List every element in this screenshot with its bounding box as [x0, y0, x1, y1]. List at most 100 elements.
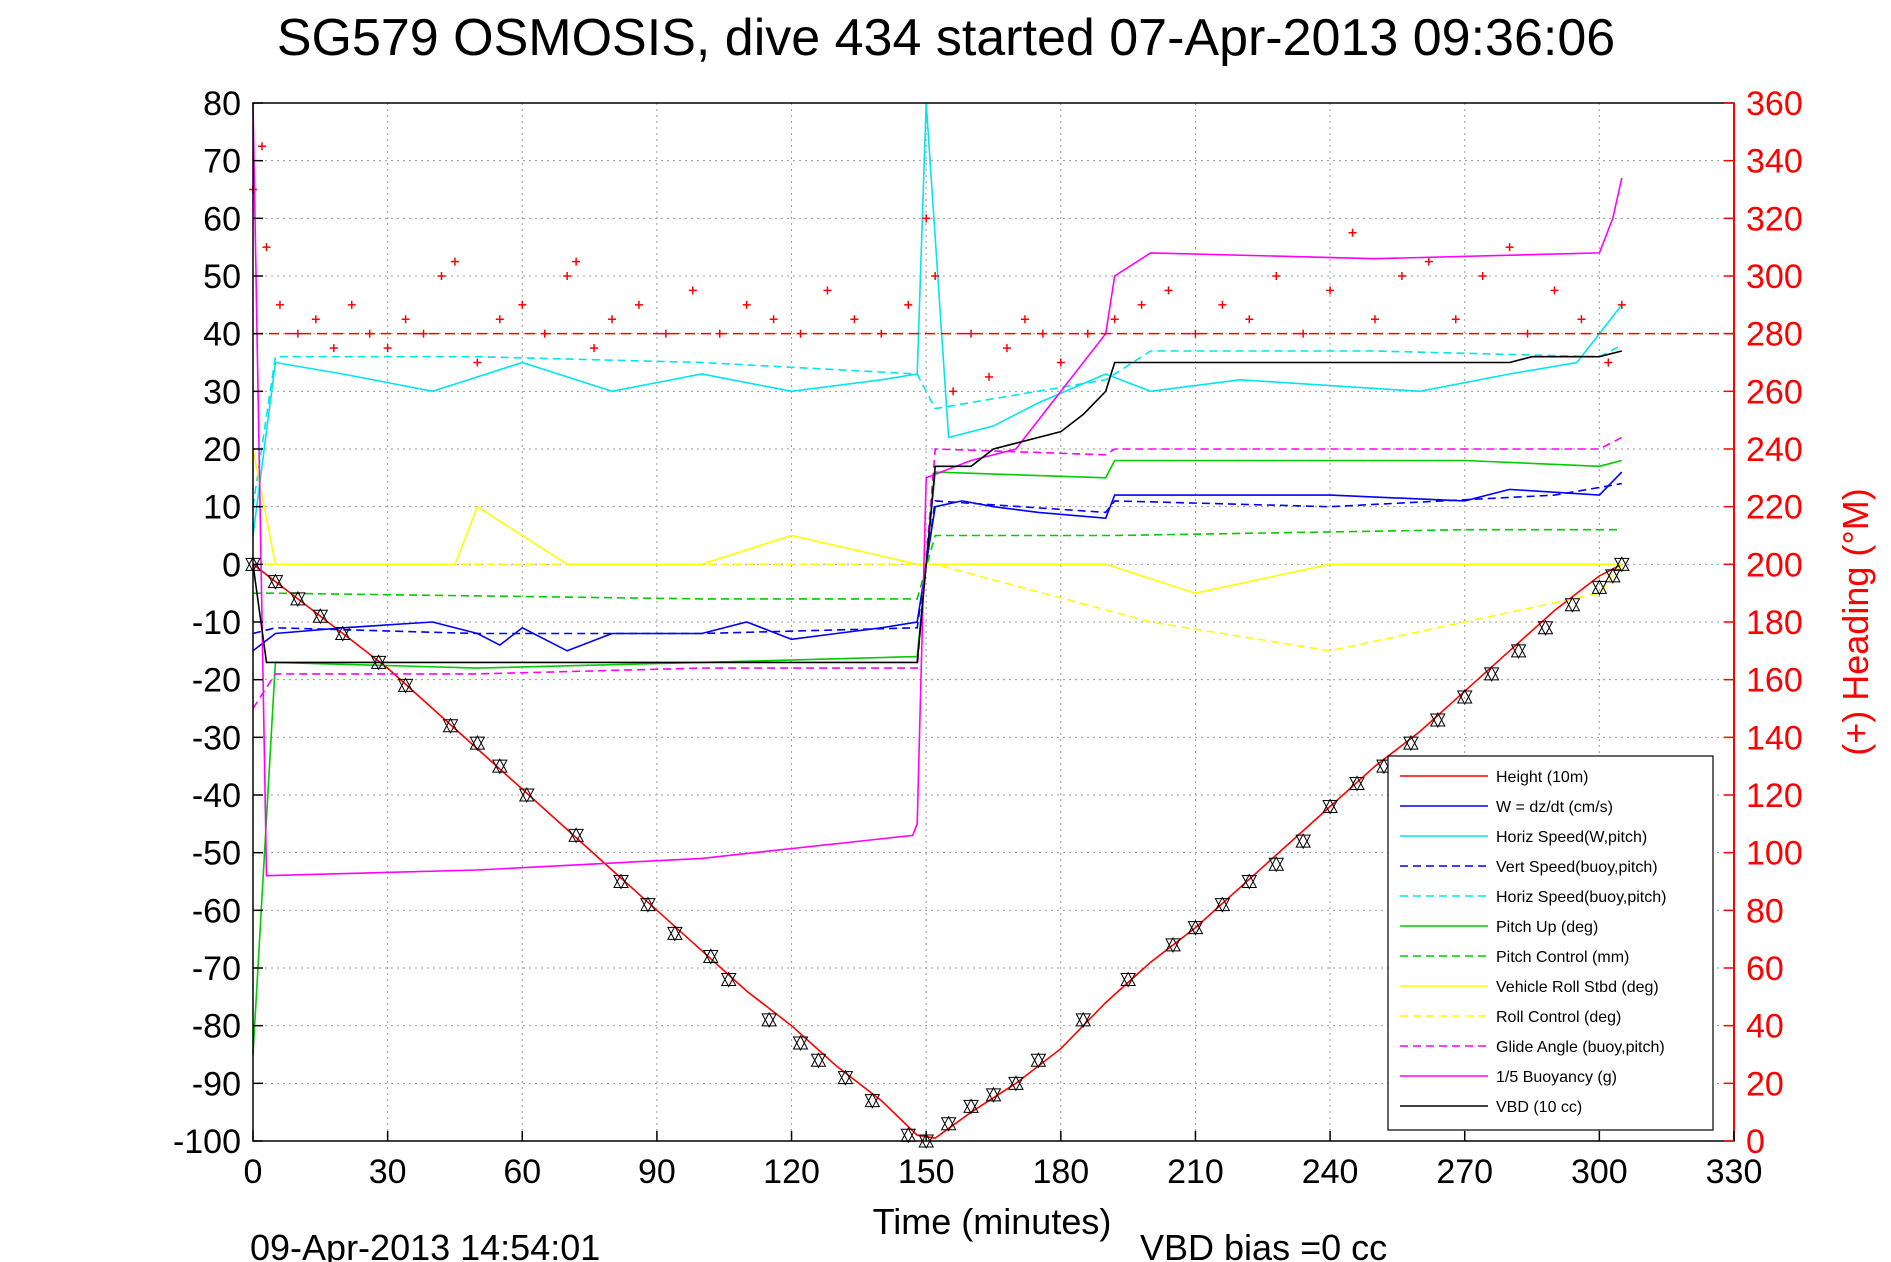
dive-marker	[640, 896, 656, 913]
series-line-7	[252, 448, 1622, 595]
heading-point	[1299, 329, 1308, 338]
dive-marker	[370, 654, 387, 671]
y2-tick-label: 360	[1746, 85, 1803, 123]
dive-marker	[720, 971, 737, 988]
heading-point	[608, 315, 617, 324]
series-line-10	[252, 102, 1623, 877]
heading-point	[1020, 315, 1029, 324]
heading-point	[1272, 272, 1281, 280]
heading-point	[661, 329, 670, 338]
series-layer	[252, 102, 1623, 1139]
dive-marker	[1613, 556, 1630, 573]
heading-point	[715, 329, 724, 338]
dive-marker	[397, 677, 414, 694]
dive-marker	[1214, 896, 1231, 913]
x-tick-label: 0	[244, 1153, 263, 1191]
footer-note: VBD bias =0 cc	[1140, 1227, 1387, 1262]
dive-marker	[1030, 1052, 1047, 1069]
legend-label: Roll Control (deg)	[1496, 1009, 1621, 1026]
heading-point	[904, 300, 913, 309]
x-tick-label: 90	[638, 1153, 676, 1191]
dive-marker	[1349, 775, 1365, 792]
x-tick-label: 180	[1032, 1153, 1089, 1191]
y2-tick-label: 200	[1746, 546, 1803, 584]
heading-point	[450, 257, 459, 266]
heading-point	[311, 315, 320, 324]
series-line-2	[252, 102, 1623, 536]
dive-marker	[1537, 619, 1554, 636]
y2-tick-label: 80	[1746, 892, 1784, 930]
dive-marker	[702, 948, 719, 965]
legend-label: Pitch Up (deg)	[1496, 919, 1598, 936]
x-tick-label: 240	[1302, 1153, 1359, 1191]
legend-label: Vert Speed(buoy,pitch)	[1496, 859, 1658, 876]
dive-marker	[761, 1011, 777, 1028]
y-tick-label: 70	[203, 143, 241, 181]
heading-point	[293, 329, 302, 338]
dive-marker	[469, 735, 486, 752]
series-line-6	[253, 528, 1622, 600]
y-tick-label: -20	[192, 662, 241, 700]
heading-point	[1604, 358, 1613, 367]
legend-label: Glide Angle (buoy,pitch)	[1496, 1039, 1665, 1056]
heading-markers	[249, 142, 1734, 396]
heading-point	[419, 329, 428, 338]
y-tick-label: -10	[192, 604, 241, 642]
x-tick-label: 60	[503, 1153, 541, 1191]
series-line-1	[252, 471, 1623, 652]
heading-point	[850, 315, 859, 324]
heading-point	[1002, 344, 1011, 353]
heading-point	[347, 300, 356, 309]
heading-point	[262, 243, 271, 252]
y-axis-right: 3603403203002802602402202001801601401201…	[1724, 85, 1803, 1161]
heading-point	[1218, 300, 1227, 309]
y2-tick-label: 220	[1746, 489, 1803, 527]
heading-point	[985, 372, 994, 381]
y-tick-label: 30	[203, 373, 241, 411]
heading-point	[769, 315, 778, 324]
y2-tick-label: 140	[1746, 719, 1803, 757]
dive-marker	[1403, 735, 1419, 752]
heading-point	[742, 300, 751, 309]
heading-point	[634, 300, 643, 309]
heading-point	[1577, 315, 1586, 324]
dive-marker	[1322, 798, 1338, 815]
heading-point	[1550, 286, 1559, 295]
legend: Height (10m) W = dz/dt (cm/s) Horiz Speed(…	[1387, 755, 1714, 1131]
series-line-8	[253, 563, 1623, 652]
y-tick-label: -90	[192, 1065, 241, 1103]
legend-label: Vehicle Roll Stbd (deg)	[1496, 979, 1659, 996]
heading-point	[1056, 358, 1065, 367]
y2-tick-label: 240	[1746, 431, 1803, 469]
x-tick-label: 210	[1167, 1153, 1224, 1191]
dive-markers	[245, 556, 1630, 1150]
dive-marker	[1268, 856, 1285, 873]
heading-point	[949, 387, 958, 396]
legend-label: Height (10m)	[1496, 769, 1588, 786]
heading-point	[877, 329, 886, 338]
dive-marker	[1456, 688, 1473, 706]
dive-marker	[267, 573, 284, 590]
series-line-0	[252, 563, 1623, 1139]
y2-tick-label: 300	[1746, 258, 1803, 296]
y-tick-label: -50	[192, 835, 241, 873]
heading-point	[518, 300, 527, 309]
dive-marker	[1429, 711, 1446, 729]
dive-marker	[1295, 833, 1312, 850]
legend-label: Horiz Speed(buoy,pitch)	[1496, 889, 1666, 906]
x-axis: 0 30 60 90 120 150 180 210 240 270 300 330	[244, 1131, 1762, 1191]
heading-point	[495, 315, 504, 324]
heading-point	[1348, 228, 1357, 237]
y2-tick-label: 160	[1746, 662, 1803, 700]
legend-label: W = dz/dt (cm/s)	[1496, 799, 1613, 816]
heading-point	[931, 272, 940, 280]
dive-marker	[792, 1034, 809, 1052]
heading-point	[1110, 315, 1119, 324]
heading-point	[590, 344, 599, 353]
y2-tick-label: 260	[1746, 373, 1803, 411]
y-tick-label: 60	[203, 200, 241, 238]
y-tick-label: 20	[203, 431, 241, 469]
dive-marker	[963, 1098, 979, 1115]
heading-point	[796, 329, 805, 338]
